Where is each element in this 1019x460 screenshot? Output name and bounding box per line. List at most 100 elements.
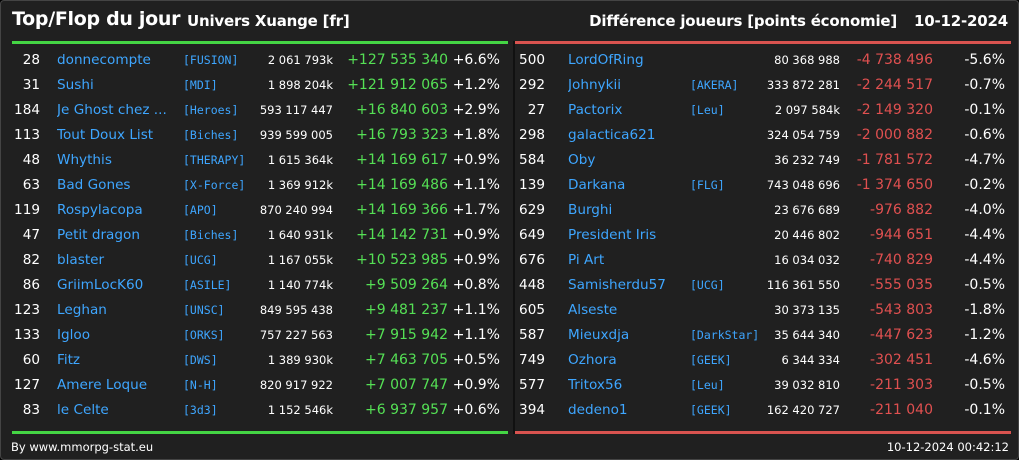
guild-tag-link[interactable]: [X-Force] bbox=[183, 178, 246, 192]
rank-cell: 292 bbox=[519, 77, 545, 93]
rank-cell: 28 bbox=[22, 52, 40, 68]
guild-tag-link[interactable]: [GEEK] bbox=[690, 403, 732, 417]
top-accent-bar bbox=[12, 41, 508, 44]
table-row: 587 Mieuxdja [DarkStar] 35 644 340 -447 623 -… bbox=[515, 323, 1011, 348]
difference-cell: +121 912 065 bbox=[347, 77, 448, 93]
points-cell: 116 361 550 bbox=[766, 278, 840, 292]
points-cell: 1 152 546k bbox=[267, 403, 333, 417]
guild-tag-link[interactable]: [ORKS] bbox=[183, 328, 225, 342]
guild-tag-link[interactable]: [ASILE] bbox=[183, 278, 232, 292]
player-name-link[interactable]: Bad Gones bbox=[57, 177, 131, 193]
player-name-link[interactable]: Amere Loque bbox=[57, 377, 148, 393]
player-name-link[interactable]: Sushi bbox=[57, 77, 94, 93]
player-name-link[interactable]: President Iris bbox=[568, 227, 657, 243]
table-row: 394 dedeno1 [GEEK] 162 420 727 -211 040 -0.1% bbox=[515, 398, 1011, 423]
player-name-link[interactable]: Darkana bbox=[568, 177, 626, 193]
difference-cell: +16 840 603 bbox=[356, 102, 448, 118]
difference-cell: +7 463 705 bbox=[365, 352, 448, 368]
player-name-link[interactable]: donnecompte bbox=[57, 52, 151, 68]
table-row: 749 Ozhora [GEEK] 6 344 334 -302 451 -4.6% bbox=[515, 348, 1011, 373]
guild-tag-link[interactable]: [FUSION] bbox=[183, 53, 239, 67]
player-name-link[interactable]: Ozhora bbox=[568, 352, 617, 368]
rank-cell: 27 bbox=[527, 102, 545, 118]
player-name-link[interactable]: le Celte bbox=[57, 402, 109, 418]
guild-tag-link[interactable]: [GEEK] bbox=[690, 353, 732, 367]
percent-cell: +1.8% bbox=[452, 127, 500, 143]
percent-cell: +0.9% bbox=[452, 377, 500, 393]
rank-cell: 60 bbox=[22, 352, 40, 368]
guild-tag-link[interactable]: [MDI] bbox=[183, 78, 218, 92]
player-name-link[interactable]: Mieuxdja bbox=[568, 327, 630, 343]
player-name-link[interactable]: Je Ghost chez ... bbox=[57, 102, 167, 118]
points-cell: 324 054 759 bbox=[766, 128, 840, 142]
top-rows: 28 donnecompte [FUSION] 2 061 793k +127 535 … bbox=[12, 48, 508, 423]
player-name-link[interactable]: Rospylacopa bbox=[57, 202, 143, 218]
percent-cell: -4.6% bbox=[964, 352, 1005, 368]
player-name-link[interactable]: Tout Doux List bbox=[57, 127, 154, 143]
difference-cell: -555 035 bbox=[870, 277, 933, 293]
flop-rows: 500 LordOfRing 80 368 988 -4 738 496 -5.6% 29… bbox=[515, 48, 1011, 423]
player-name-link[interactable]: blaster bbox=[57, 252, 105, 268]
player-name-link[interactable]: Fitz bbox=[57, 352, 81, 368]
guild-tag-link[interactable]: [UCG] bbox=[183, 253, 218, 267]
player-name-link[interactable]: Johnykii bbox=[568, 77, 622, 93]
guild-tag-link[interactable]: [FLG] bbox=[690, 178, 725, 192]
difference-cell: +127 535 340 bbox=[347, 52, 448, 68]
guild-tag-link[interactable]: [UCG] bbox=[690, 278, 725, 292]
points-cell: 593 117 447 bbox=[259, 103, 333, 117]
table-row: 127 Amere Loque [N-H] 820 917 922 +7 007 747… bbox=[12, 373, 508, 398]
guild-tag-link[interactable]: [THERAPY] bbox=[183, 153, 246, 167]
rank-cell: 500 bbox=[519, 52, 545, 68]
table-row: 63 Bad Gones [X-Force] 1 369 912k +14 169 48… bbox=[12, 173, 508, 198]
player-name-link[interactable]: dedeno1 bbox=[568, 402, 628, 418]
guild-tag-link[interactable]: [N-H] bbox=[183, 378, 218, 392]
guild-tag-link[interactable]: [Leu] bbox=[690, 378, 725, 392]
table-row: 577 Tritox56 [Leu] 39 032 810 -211 303 -0.5% bbox=[515, 373, 1011, 398]
header-right: Différence joueurs [points économie] 10-… bbox=[589, 12, 1008, 30]
rank-cell: 83 bbox=[22, 402, 40, 418]
guild-tag-link[interactable]: [Biches] bbox=[183, 128, 239, 142]
table-row: 82 blaster [UCG] 1 167 055k +10 523 985 +0.9% bbox=[12, 248, 508, 273]
player-name-link[interactable]: Samisherdu57 bbox=[568, 277, 666, 293]
rank-cell: 123 bbox=[14, 302, 40, 318]
table-row: 119 Rospylacopa [APO] 870 240 994 +14 169 36… bbox=[12, 198, 508, 223]
guild-tag-link[interactable]: [APO] bbox=[183, 203, 218, 217]
guild-tag-link[interactable]: [UNSC] bbox=[183, 303, 225, 317]
points-cell: 2 061 793k bbox=[267, 53, 333, 67]
difference-cell: -1 781 572 bbox=[856, 152, 933, 168]
player-name-link[interactable]: Burghi bbox=[568, 202, 613, 218]
percent-cell: +0.9% bbox=[452, 252, 500, 268]
guild-tag-link[interactable]: [AKERA] bbox=[690, 78, 739, 92]
player-name-link[interactable]: Oby bbox=[568, 152, 596, 168]
guild-tag-link[interactable]: [3d3] bbox=[183, 403, 218, 417]
points-cell: 849 595 438 bbox=[259, 303, 333, 317]
percent-cell: +0.6% bbox=[452, 402, 500, 418]
player-name-link[interactable]: Whythis bbox=[57, 152, 112, 168]
player-name-link[interactable]: Alseste bbox=[568, 302, 618, 318]
guild-tag-link[interactable]: [Biches] bbox=[183, 228, 239, 242]
rank-cell: 587 bbox=[519, 327, 545, 343]
source-credit[interactable]: By www.mmorpg-stat.eu bbox=[11, 440, 154, 454]
player-name-link[interactable]: Petit dragon bbox=[57, 227, 140, 243]
table-row: 448 Samisherdu57 [UCG] 116 361 550 -555 035 -… bbox=[515, 273, 1011, 298]
player-name-link[interactable]: Tritox56 bbox=[568, 377, 623, 393]
points-cell: 1 615 364k bbox=[267, 153, 333, 167]
rank-cell: 127 bbox=[14, 377, 40, 393]
player-name-link[interactable]: Pi Art bbox=[568, 252, 605, 268]
timestamp: 10-12-2024 00:42:12 bbox=[886, 440, 1009, 454]
percent-cell: -0.2% bbox=[964, 177, 1005, 193]
percent-cell: -1.2% bbox=[964, 327, 1005, 343]
difference-cell: -447 623 bbox=[870, 327, 933, 343]
player-name-link[interactable]: galactica621 bbox=[568, 127, 656, 143]
player-name-link[interactable]: Igloo bbox=[57, 327, 91, 343]
percent-cell: -0.5% bbox=[964, 277, 1005, 293]
guild-tag-link[interactable]: [Leu] bbox=[690, 103, 725, 117]
guild-tag-link[interactable]: [DarkStar] bbox=[690, 328, 760, 342]
guild-tag-link[interactable]: [DWS] bbox=[183, 353, 218, 367]
guild-tag-link[interactable]: [Heroes] bbox=[183, 103, 239, 117]
player-name-link[interactable]: LordOfRing bbox=[568, 52, 644, 68]
player-name-link[interactable]: Leghan bbox=[57, 302, 107, 318]
player-name-link[interactable]: GriimLocK60 bbox=[57, 277, 144, 293]
rank-cell: 31 bbox=[22, 77, 40, 93]
player-name-link[interactable]: Pactorix bbox=[568, 102, 623, 118]
